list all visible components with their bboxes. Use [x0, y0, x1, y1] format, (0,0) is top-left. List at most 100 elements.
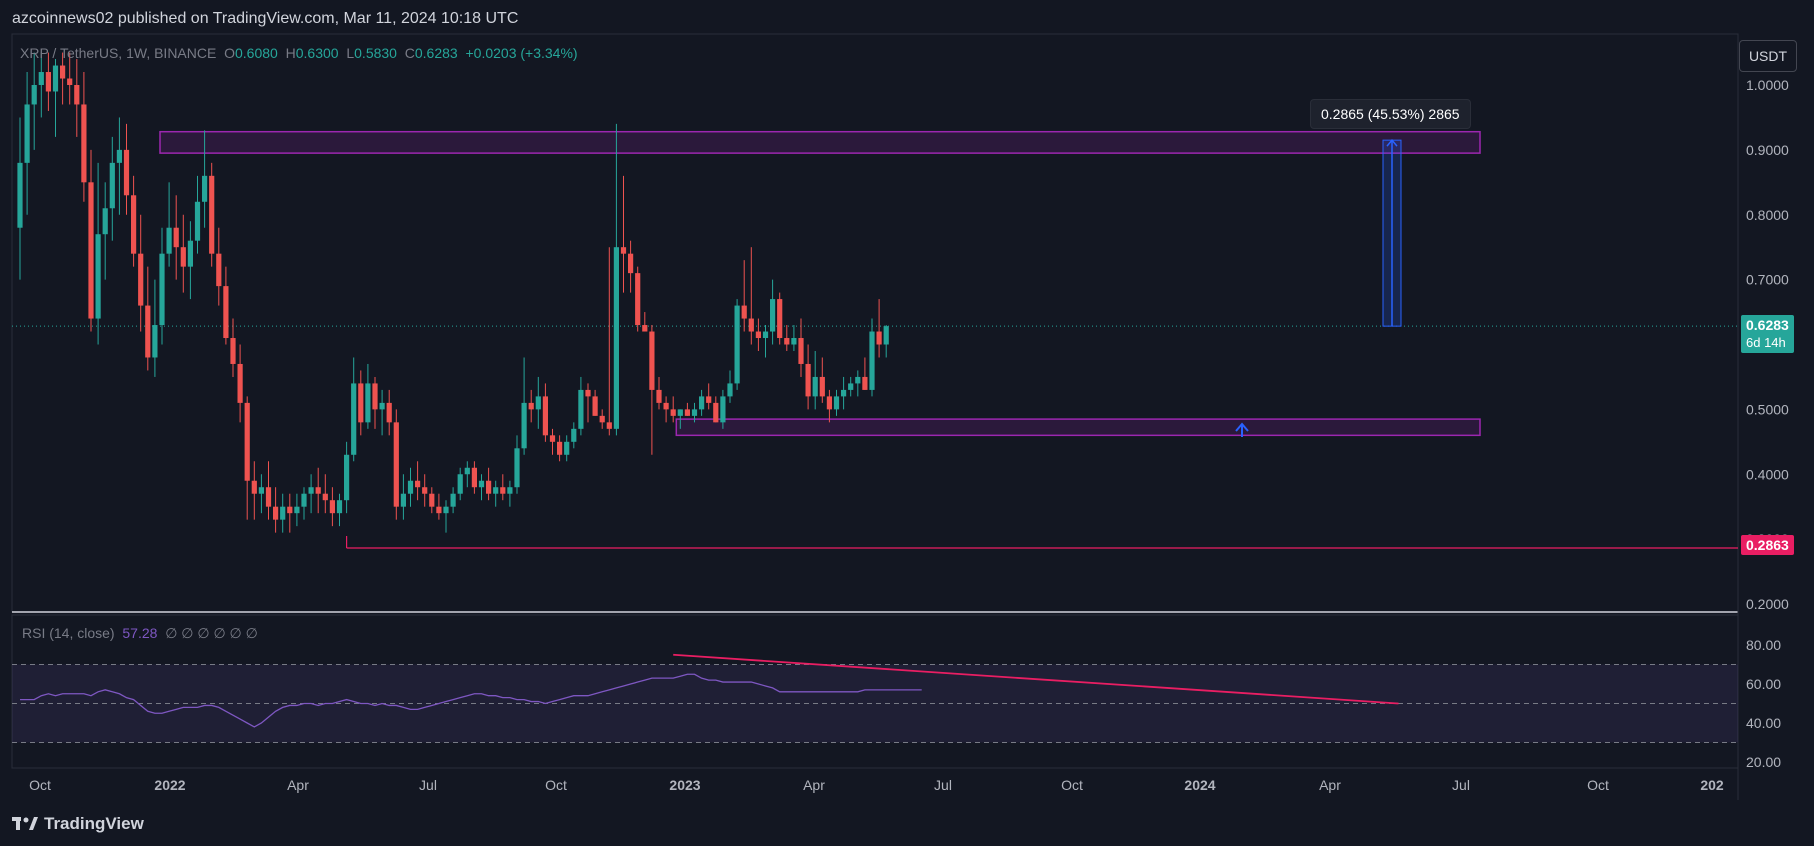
candle-body — [443, 506, 449, 514]
candle-body — [869, 331, 875, 390]
price-axis-label: 0.2000 — [1746, 596, 1789, 612]
candle-body — [819, 376, 825, 397]
candle-body — [45, 72, 51, 92]
candle-body — [805, 363, 811, 397]
rsi-axis-label: 20.00 — [1746, 754, 1781, 770]
open-label: O — [224, 45, 235, 61]
candle-body — [535, 396, 541, 410]
candle-body — [748, 318, 754, 332]
resistance-zone — [159, 130, 1481, 154]
candle-body — [294, 506, 300, 514]
candle-body — [429, 493, 435, 507]
candle-body — [60, 65, 66, 79]
candle-body — [209, 175, 215, 254]
candle-body — [265, 487, 272, 507]
candle-body — [883, 326, 889, 345]
support-tag: 0.2863 — [1741, 535, 1794, 555]
candle-body — [628, 253, 634, 274]
candle-body — [194, 201, 201, 241]
candle-body — [450, 493, 456, 507]
candle-body — [670, 409, 676, 416]
price-tag-value: 0.6283 — [1746, 317, 1789, 333]
candle-body — [38, 72, 44, 85]
candle-body — [571, 428, 577, 442]
rsi-axis-label: 40.00 — [1746, 715, 1781, 731]
rsi-legend: RSI (14, close) 57.28 ∅ ∅ ∅ ∅ ∅ ∅ — [22, 625, 258, 642]
change-value: +0.0203 (+3.34%) — [465, 45, 578, 61]
time-axis-label: Jul — [419, 777, 437, 793]
candle-body — [393, 422, 399, 507]
candle-body — [727, 383, 733, 397]
time-axis-label: 202 — [1700, 777, 1724, 793]
candle-body — [287, 506, 293, 514]
candle-body — [521, 402, 527, 449]
candle-body — [88, 182, 94, 319]
candle-body — [855, 376, 861, 384]
candle-body — [344, 454, 350, 501]
candle-body — [123, 149, 130, 196]
candle-body — [280, 506, 286, 520]
candle-body — [145, 305, 151, 358]
candle-body — [81, 104, 87, 183]
candle-body — [400, 493, 406, 507]
candle-body — [95, 234, 101, 319]
price-axis-label: 1.0000 — [1746, 77, 1789, 93]
candle-body — [500, 487, 506, 494]
candle-body — [791, 338, 797, 345]
candle-body — [351, 383, 357, 455]
support-arrowhead — [1235, 422, 1249, 432]
candle-body — [720, 396, 726, 423]
rsi-value: 57.28 — [122, 625, 158, 641]
time-axis-label: Oct — [29, 777, 51, 793]
candle-body — [691, 409, 698, 416]
candle-body — [635, 273, 641, 326]
candle-body — [841, 389, 847, 397]
candle-body — [848, 383, 854, 390]
low-value: 0.5830 — [354, 45, 397, 61]
candle-body — [116, 149, 122, 163]
candle-body — [365, 383, 371, 423]
price-pane — [11, 33, 1739, 613]
candle-body — [251, 480, 257, 494]
time-axis-label: 2023 — [669, 777, 700, 793]
candle-body — [713, 402, 719, 423]
candle-body — [777, 299, 783, 339]
symbol-name: XRP / TetherUS, 1W, BINANCE — [20, 45, 217, 61]
candle-body — [486, 480, 492, 494]
candle-body — [471, 467, 477, 488]
rsi-pane — [11, 614, 1739, 769]
price-tag: 0.6283 6d 14h — [1741, 315, 1794, 353]
price-axis-label: 0.4000 — [1746, 466, 1789, 482]
close-value: 0.6283 — [414, 45, 458, 61]
high-value: 0.6300 — [295, 45, 339, 61]
candle-body — [557, 441, 563, 455]
candle-body — [138, 253, 144, 306]
candle-body — [464, 467, 470, 475]
rsi-line — [20, 673, 922, 728]
rsi-band — [12, 664, 1738, 743]
high-label: H — [285, 45, 296, 61]
candle-body — [656, 389, 662, 403]
candle-body — [585, 389, 591, 397]
candle-body — [202, 175, 208, 202]
candle-body — [770, 299, 776, 332]
candle-body — [17, 162, 23, 228]
candle-body — [741, 305, 747, 319]
candle-body — [24, 104, 30, 163]
candle-body — [677, 409, 683, 416]
candle-body — [684, 409, 690, 416]
candle-body — [478, 480, 485, 488]
candle-body — [67, 78, 73, 85]
currency-button[interactable]: USDT — [1739, 40, 1797, 72]
measure-arrowhead — [1386, 138, 1398, 147]
candle-body — [407, 480, 414, 494]
candle-body — [528, 402, 534, 410]
candle-body — [358, 383, 364, 423]
rsi-label: RSI (14, close) — [22, 625, 115, 641]
price-axis-label: 0.8000 — [1746, 207, 1789, 223]
candle-body — [649, 331, 655, 390]
candle-body — [379, 402, 385, 410]
candle-body — [549, 435, 556, 442]
candle-body — [620, 247, 627, 254]
